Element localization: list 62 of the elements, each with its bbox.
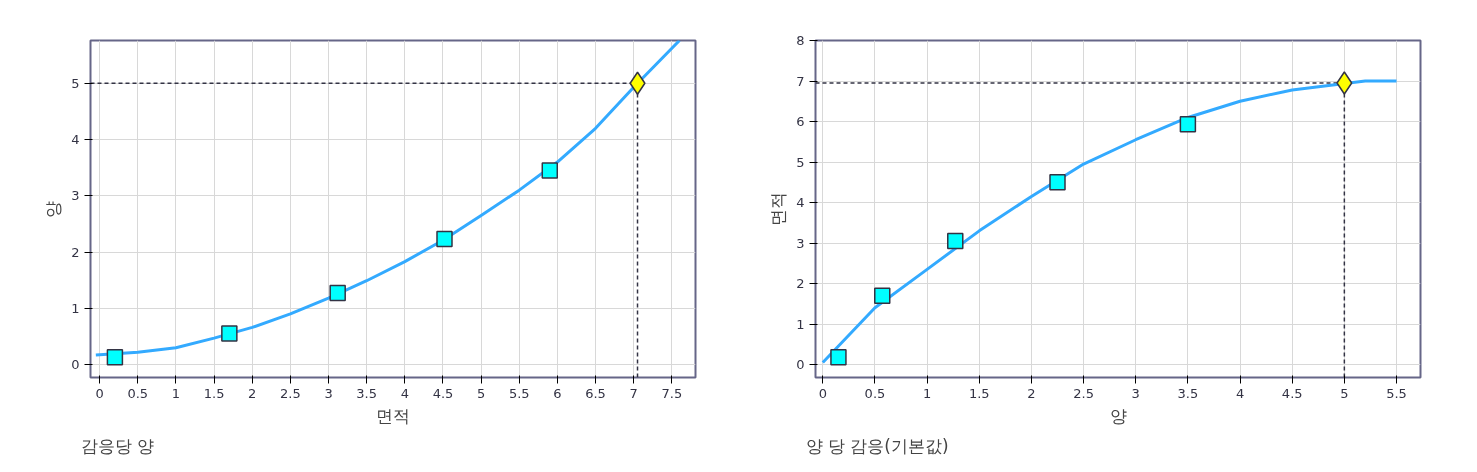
y-axis-title: 양 xyxy=(43,200,64,218)
y-tick-label: 5 xyxy=(71,75,80,91)
x-tick-label: 5 xyxy=(476,385,486,401)
x-tick-label: 2 xyxy=(1027,385,1036,401)
y-tick-label: 5 xyxy=(796,154,805,170)
y-axis-title: 면적 xyxy=(768,192,789,226)
y-tick-label: 3 xyxy=(796,235,805,251)
x-tick-label: 1.5 xyxy=(203,385,225,401)
x-tick-label: 2 xyxy=(248,385,257,401)
x-tick-label: 1 xyxy=(171,385,181,401)
x-tick-label: 4 xyxy=(1235,385,1245,401)
y-tick-label: 0 xyxy=(71,357,80,373)
x-tick-label: 3 xyxy=(1131,385,1140,401)
y-tick-label: 8 xyxy=(796,33,805,48)
point xyxy=(541,162,559,179)
x-tick-label: 7.5 xyxy=(661,385,683,401)
y-tick-label: 4 xyxy=(71,132,80,148)
y-tick-label: 1 xyxy=(796,316,805,332)
x-tick-label: 5.5 xyxy=(1386,385,1407,401)
x-tick-label: 5.5 xyxy=(508,385,530,401)
y-tick-label: 2 xyxy=(71,244,80,260)
x-tick-label: 4.5 xyxy=(432,385,454,401)
x-tick-label: 7 xyxy=(629,385,638,401)
x-tick-label: 0 xyxy=(818,385,827,401)
x-tick-label: 6 xyxy=(553,385,562,401)
point xyxy=(1179,116,1197,133)
text: 감응당 양 xyxy=(80,435,154,456)
point xyxy=(106,349,124,366)
y-tick-label: 0 xyxy=(796,357,805,373)
y-tick-label: 4 xyxy=(796,195,805,211)
x-tick-label: 6.5 xyxy=(585,385,606,401)
x-tick-label: 2.5 xyxy=(280,385,301,401)
y-tick-label: 6 xyxy=(796,114,805,130)
x-tick-label: 0.5 xyxy=(864,385,886,401)
y-tick-label: 1 xyxy=(71,300,80,316)
point xyxy=(436,230,453,248)
x-tick-label: 2.5 xyxy=(1073,385,1094,401)
x-tick-label: 0.5 xyxy=(127,385,149,401)
x-tick-label: 1.5 xyxy=(968,385,990,401)
point xyxy=(221,325,238,342)
point xyxy=(830,349,847,366)
point xyxy=(1336,71,1353,95)
x-tick-label: 0 xyxy=(95,385,104,401)
y-tick-label: 3 xyxy=(71,188,80,204)
x-tick-label: 5 xyxy=(1340,385,1349,401)
point xyxy=(947,232,964,250)
x-axis-title: 양 xyxy=(1109,405,1127,426)
point xyxy=(1049,174,1066,191)
line-series xyxy=(821,79,1399,365)
y-tick-label: 7 xyxy=(796,73,805,89)
x-tick-label: 3.5 xyxy=(356,385,378,401)
x-tick-label: 4.5 xyxy=(1281,385,1303,401)
x-tick-label: 3.5 xyxy=(1177,385,1199,401)
text: 양 당 감응(기본값) xyxy=(805,435,949,456)
line-series xyxy=(94,40,681,357)
x-axis-title: 면적 xyxy=(376,405,410,426)
y-tick-label: 2 xyxy=(796,276,805,292)
point xyxy=(329,284,346,302)
point xyxy=(874,287,891,304)
x-tick-label: 4 xyxy=(400,385,409,401)
x-tick-label: 3 xyxy=(324,385,333,401)
x-tick-label: 1 xyxy=(922,385,932,401)
